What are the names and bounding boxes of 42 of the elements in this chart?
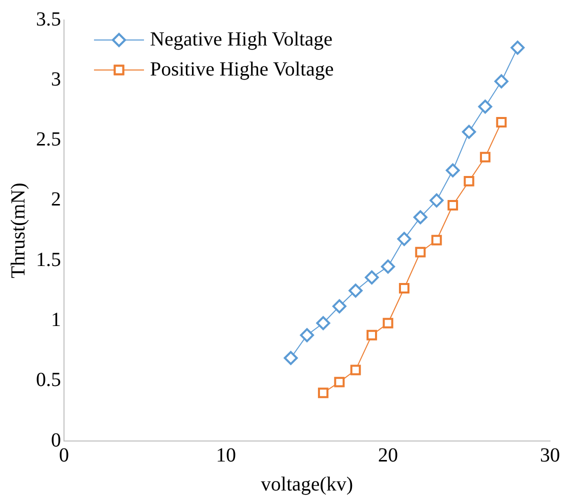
point	[494, 74, 508, 88]
y-tick-label: 2	[51, 188, 61, 211]
point	[496, 117, 507, 128]
point	[480, 152, 490, 162]
point	[462, 124, 476, 139]
x-tick-label: 30	[540, 444, 560, 466]
y-tick-label: 3	[51, 68, 61, 90]
legend-label: Positive Highe Voltage	[150, 58, 334, 80]
point	[318, 388, 328, 398]
y-tick-label: 1.5	[36, 248, 61, 271]
point	[348, 284, 363, 298]
point	[364, 270, 379, 284]
x-axis-title: voltage(kv)	[260, 473, 354, 496]
point	[332, 299, 346, 314]
y-tick-label: 0	[51, 429, 61, 452]
point	[382, 318, 394, 328]
point	[300, 328, 314, 342]
point	[431, 234, 442, 246]
point	[415, 246, 426, 258]
y-tick-label: 0.5	[36, 369, 61, 392]
point	[464, 176, 474, 186]
y-axis-title: Thrust(mN)	[7, 182, 30, 278]
point	[284, 351, 298, 366]
point	[413, 210, 428, 224]
point	[381, 260, 395, 274]
point	[448, 200, 458, 210]
y-tick-label: 3.5	[36, 8, 61, 30]
point	[510, 40, 525, 55]
y-tick-label: 2.5	[36, 128, 61, 151]
point	[397, 232, 412, 246]
point	[478, 100, 492, 114]
point	[398, 282, 410, 294]
point	[334, 376, 345, 388]
point	[446, 163, 460, 178]
x-tick-label: 10	[216, 444, 236, 466]
point	[350, 364, 361, 376]
y-tick-label: 1	[51, 308, 61, 331]
x-tick-label: 20	[378, 444, 398, 466]
point	[366, 330, 378, 340]
legend-label: Negative High Voltage	[150, 28, 333, 50]
point	[316, 316, 330, 330]
point	[430, 193, 444, 208]
